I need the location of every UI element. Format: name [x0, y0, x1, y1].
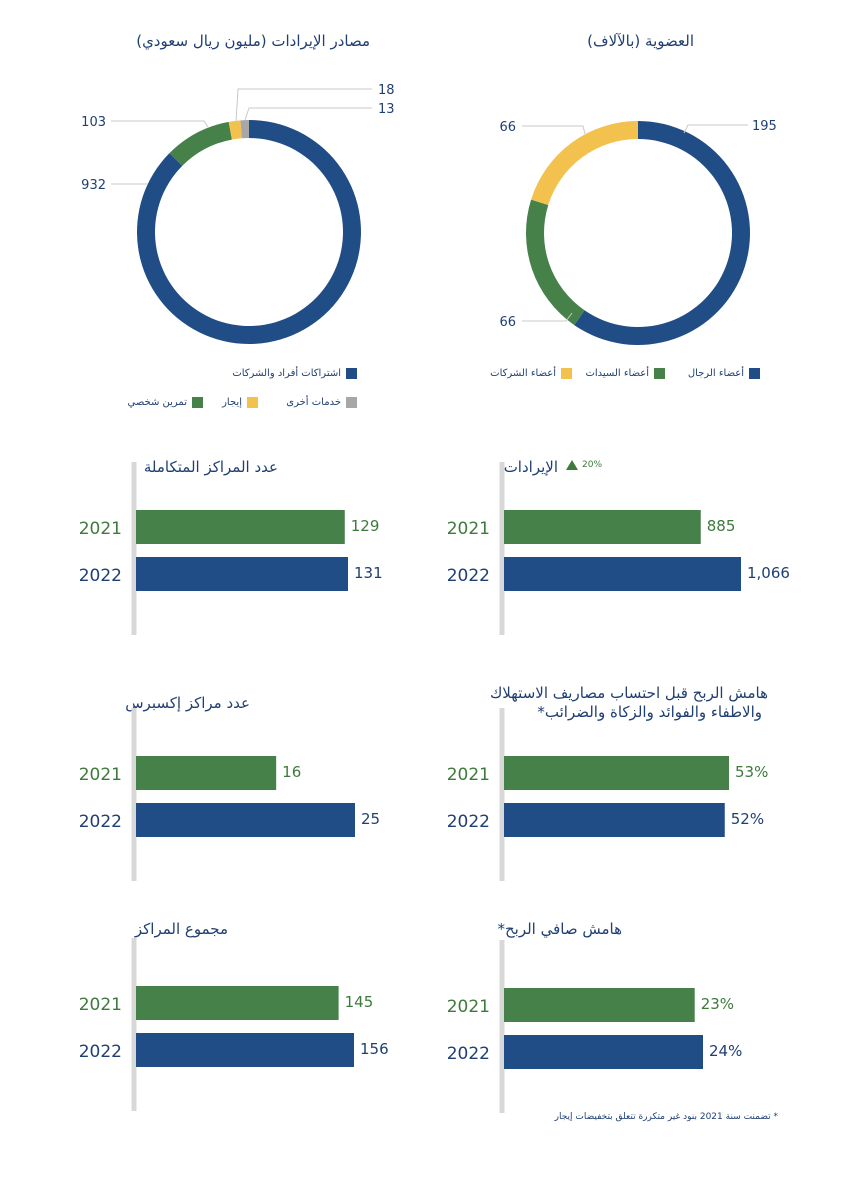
- revenue-change-badge: 20%: [566, 460, 602, 470]
- bar-2022: [136, 1033, 354, 1067]
- year-label: 2022: [447, 566, 490, 586]
- year-label: 2022: [79, 566, 122, 586]
- year-label: 2022: [79, 1042, 122, 1062]
- value-label: 145: [345, 993, 374, 1011]
- green-swatch-icon: [192, 397, 203, 408]
- legend-label: إيجار: [222, 397, 242, 408]
- yellow-swatch-icon: [561, 368, 572, 379]
- donut-value-label: 932: [81, 178, 106, 193]
- legend-item-personal-training: تمرين شخصي: [127, 397, 203, 408]
- blue-swatch-icon: [346, 368, 357, 379]
- value-label: 53%: [735, 763, 768, 781]
- ebitda-title-line2: والاطفاء والفوائد والزكاة والضرائب*: [537, 703, 762, 721]
- value-label: 24%: [709, 1042, 742, 1060]
- value-label: 23%: [701, 995, 734, 1013]
- gray-swatch-icon: [346, 397, 357, 408]
- bar-2021: [504, 510, 701, 544]
- legend-label: أعضاء الشركات: [490, 368, 556, 379]
- revenues-title: الإيرادات: [503, 458, 558, 476]
- legend-label: تمرين شخصي: [127, 397, 188, 408]
- net-margin-title: هامش صافي الربح*: [497, 920, 622, 938]
- bar-2021: [136, 756, 277, 790]
- year-label: 2022: [447, 1044, 490, 1064]
- year-label: 2021: [447, 519, 490, 539]
- ebitda-title-line1: هامش الربح قبل احتساب مصاريف الاستهلاك: [489, 684, 768, 702]
- leader-line: [111, 120, 209, 128]
- donut-value-label: 66: [499, 120, 516, 135]
- value-label: 1,066: [747, 564, 790, 582]
- year-label: 2021: [447, 765, 490, 785]
- up-arrow-icon: [566, 460, 578, 470]
- donut-slice-1: [526, 199, 585, 326]
- donut-value-label: 195: [752, 119, 777, 134]
- donut-slice-2: [531, 121, 638, 205]
- bar-2021: [136, 986, 339, 1020]
- donut-slice-0: [574, 121, 751, 346]
- blue-swatch-icon: [749, 368, 760, 379]
- leader-line: [235, 88, 372, 123]
- year-label: 2022: [447, 812, 490, 832]
- legend-item-subscriptions: اشتراكات أفراد والشركات: [232, 368, 357, 379]
- total-centers-title: مجموع المراكز: [134, 920, 228, 938]
- year-label: 2021: [79, 995, 122, 1015]
- donut-value-label: 18: [378, 83, 395, 98]
- leader-line: [522, 125, 586, 135]
- value-label: 885: [707, 517, 736, 535]
- bar-2022: [504, 803, 725, 837]
- express-centers-title: عدد مراكز إكسبرس: [125, 694, 250, 712]
- legend-label: أعضاء الرجال: [687, 368, 744, 379]
- value-label: 52%: [731, 810, 764, 828]
- value-label: 16: [282, 763, 301, 781]
- revenue-sources-title: مصادر الإيرادات (مليون ريال سعودي): [136, 32, 370, 50]
- year-label: 2021: [447, 997, 490, 1017]
- footnote: * تضمنت سنة 2021 بنود غير متكررة تتعلق ب…: [554, 1112, 778, 1122]
- bar-2022: [504, 557, 741, 591]
- donut-slice-3: [240, 120, 249, 139]
- bar-2022: [136, 557, 348, 591]
- yellow-swatch-icon: [247, 397, 258, 408]
- leader-line: [522, 312, 573, 322]
- legend-item-other-services: خدمات أخرى: [286, 397, 357, 408]
- bar-2021: [136, 510, 345, 544]
- legend-label: اشتراكات أفراد والشركات: [232, 368, 341, 379]
- donut-value-label: 66: [499, 315, 516, 330]
- year-label: 2021: [79, 765, 122, 785]
- leader-line: [244, 107, 372, 121]
- revenue-change-value: 20%: [582, 460, 603, 470]
- membership-title: العضوية (بالآلاف): [587, 32, 694, 50]
- bar-2022: [504, 1035, 703, 1069]
- legend-item-corporate: أعضاء الشركات: [490, 368, 572, 379]
- legend-label: أعضاء السيدات: [585, 368, 649, 379]
- leader-line: [683, 124, 748, 134]
- value-label: 129: [351, 517, 380, 535]
- green-swatch-icon: [654, 368, 665, 379]
- donut-value-label: 13: [378, 102, 395, 117]
- value-label: 25: [361, 810, 380, 828]
- legend-item-women: أعضاء السيدات: [585, 368, 665, 379]
- year-label: 2022: [79, 812, 122, 832]
- integrated-centers-title: عدد المراكز المتكاملة: [143, 458, 278, 476]
- bar-2021: [504, 756, 729, 790]
- value-label: 156: [360, 1040, 389, 1058]
- bar-2021: [504, 988, 695, 1022]
- value-label: 131: [354, 564, 383, 582]
- year-label: 2021: [79, 519, 122, 539]
- legend-item-men: أعضاء الرجال: [688, 368, 760, 379]
- legend-item-rent: إيجار: [222, 397, 258, 408]
- donut-slice-2: [228, 120, 242, 140]
- donut-value-label: 103: [81, 115, 106, 130]
- donut-slice-1: [169, 121, 232, 166]
- legend-label: خدمات أخرى: [286, 397, 341, 408]
- bar-2022: [136, 803, 355, 837]
